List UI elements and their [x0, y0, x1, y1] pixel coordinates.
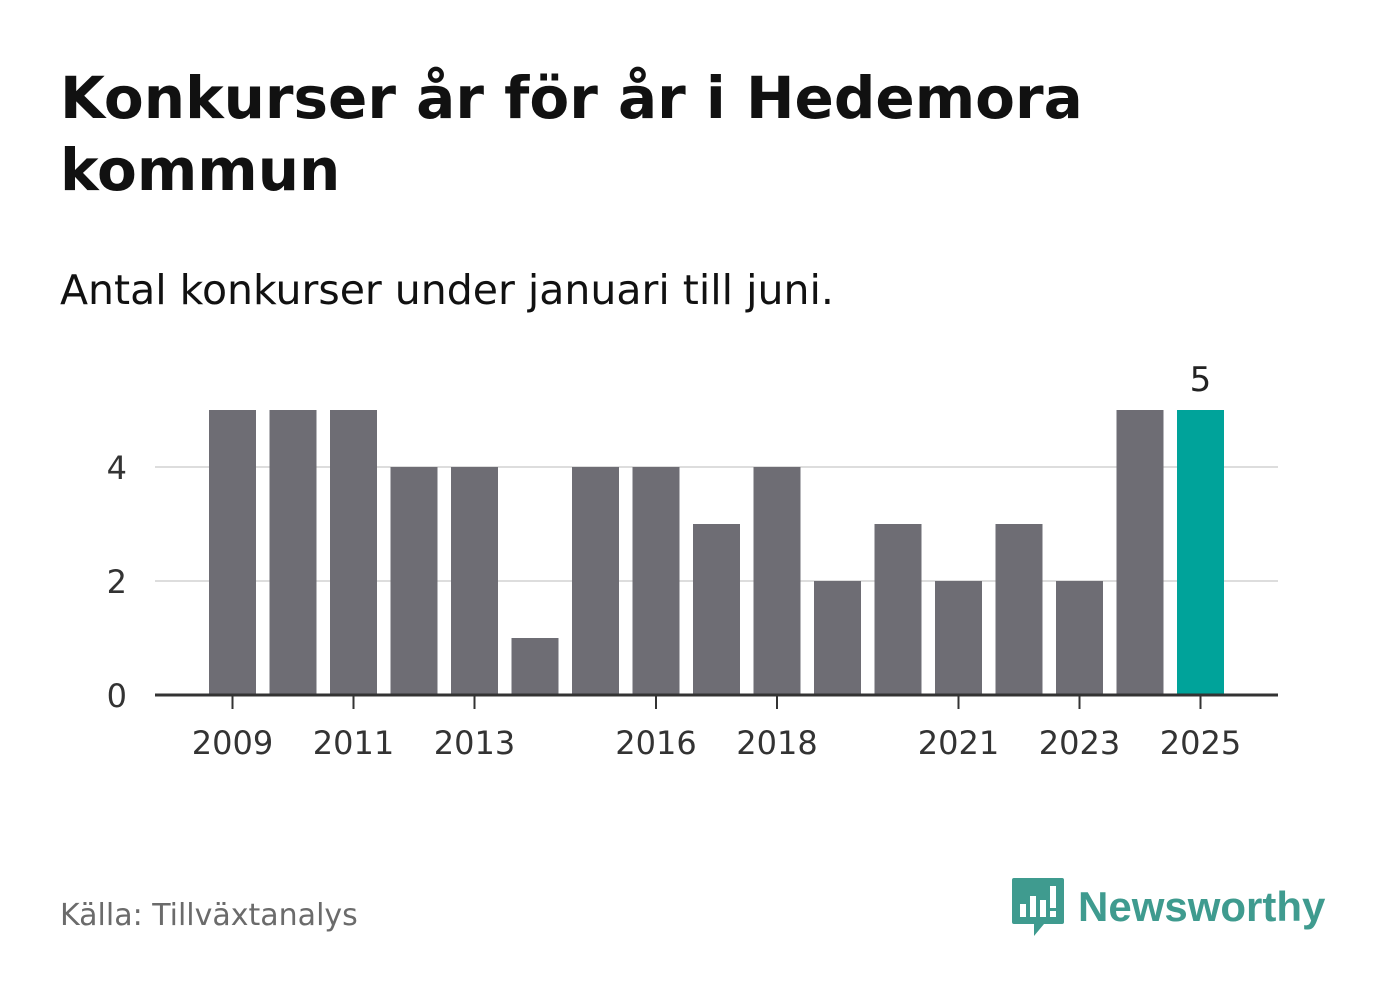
- data-label: 5: [1190, 360, 1212, 400]
- x-tick-label: 2021: [918, 724, 999, 762]
- bar-2025: [1177, 410, 1224, 695]
- x-tick-label: 2018: [736, 724, 817, 762]
- brand-name: Newsworthy: [1078, 883, 1326, 930]
- bar-2014: [511, 638, 559, 695]
- y-tick-label: 2: [107, 563, 127, 601]
- chart-title: Konkurser år för år i Hedemora kommun: [60, 64, 1083, 204]
- y-tick-label: 0: [107, 677, 127, 715]
- x-tick-label: 2013: [434, 724, 515, 762]
- bar-chart-speech-bubble-icon: [1012, 878, 1064, 936]
- bar-2015: [572, 467, 619, 695]
- bar-2024: [1116, 410, 1164, 695]
- y-tick-label: 4: [107, 449, 127, 487]
- x-tick-label: 2023: [1039, 724, 1120, 762]
- bars: [209, 410, 1224, 695]
- bar-2023: [1056, 581, 1103, 695]
- brand-logo: Newsworthy: [1010, 876, 1325, 938]
- bar-2012: [390, 467, 438, 695]
- bar-chart: 0 2 4 5 2009 2011 2013 2016 2018 2021 2023 2025: [107, 360, 1278, 762]
- x-tick-label: 2009: [192, 724, 273, 762]
- source-note: Källa: Tillväxtanalys: [60, 898, 358, 933]
- x-tick-label: 2016: [615, 724, 696, 762]
- tick-labels: 0 2 4 5 2009 2011 2013 2016 2018 2021 2023 2025: [107, 360, 1242, 762]
- x-tick-label: 2011: [313, 724, 394, 762]
- bar-2018: [753, 467, 801, 695]
- bar-2010: [269, 410, 317, 695]
- chart-subtitle: Antal konkurser under januari till juni.: [60, 266, 834, 314]
- bar-2016: [632, 467, 680, 695]
- x-tick-label: 2025: [1160, 724, 1241, 762]
- bar-2019: [814, 581, 861, 695]
- bar-2020: [874, 524, 922, 695]
- axes: [155, 693, 1278, 709]
- bar-2017: [693, 524, 740, 695]
- bar-2021: [935, 581, 982, 695]
- bar-2009: [209, 410, 256, 695]
- bar-2011: [330, 410, 377, 695]
- bar-2013: [451, 467, 498, 695]
- bar-2022: [995, 524, 1043, 695]
